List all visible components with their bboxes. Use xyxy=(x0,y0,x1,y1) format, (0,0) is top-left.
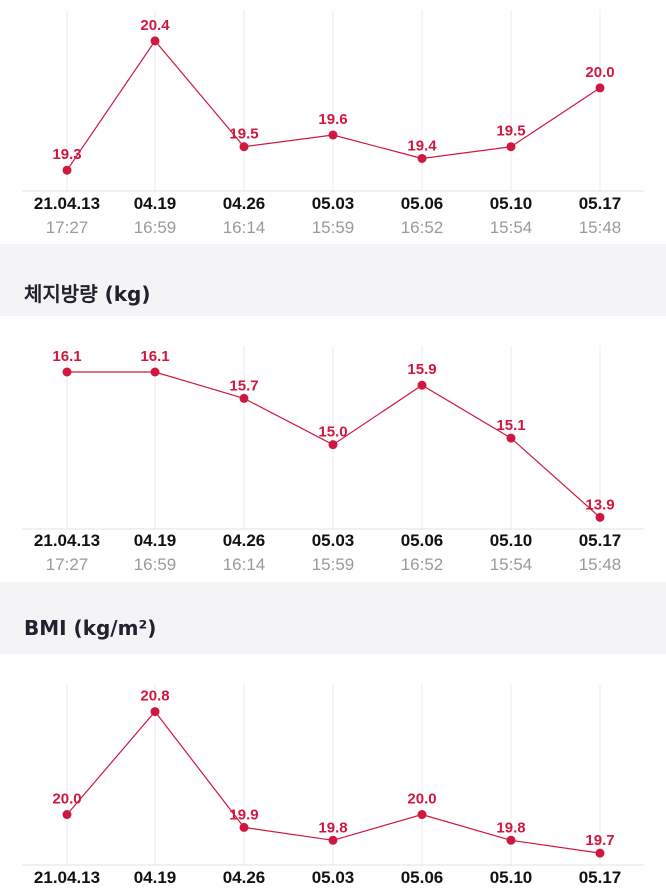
x-tick-label: 05.17 xyxy=(579,868,622,887)
x-tick-label: 05.10 xyxy=(490,194,533,213)
x-tick-time: 15:59 xyxy=(312,555,355,574)
x-tick-time: 16:59 xyxy=(134,218,177,237)
x-tick-time: 15:48 xyxy=(579,218,622,237)
data-point xyxy=(62,810,72,820)
x-tick-label: 05.06 xyxy=(401,194,444,213)
data-label: 19.8 xyxy=(318,819,347,836)
data-label: 19.9 xyxy=(229,806,258,823)
data-label: 15.1 xyxy=(496,417,525,434)
data-point xyxy=(62,165,72,175)
body-fat-section-header: 체지방량 (kg) xyxy=(0,244,666,316)
chart-svg: 16.1 16.1 15.7 15.0 15.9 15.1 13.9 21.04.13 04.1… xyxy=(22,346,644,574)
x-tick-time: 15:59 xyxy=(312,218,355,237)
data-label: 19.4 xyxy=(407,137,437,154)
x-tick-time: 16:59 xyxy=(134,555,177,574)
data-label: 15.0 xyxy=(318,424,347,441)
section-title: 체지방량 (kg) xyxy=(24,282,151,306)
data-point xyxy=(506,142,516,152)
data-point xyxy=(328,130,338,140)
data-point xyxy=(328,440,338,450)
x-tick-label: 04.19 xyxy=(134,531,177,550)
data-point xyxy=(150,707,160,717)
x-tick-time: 15:48 xyxy=(579,555,622,574)
data-label: 19.8 xyxy=(496,819,525,836)
x-tick-label: 21.04.13 xyxy=(34,194,100,213)
x-tick-time: 16:52 xyxy=(401,218,444,237)
x-tick-label: 05.10 xyxy=(490,868,533,887)
x-tick-label: 05.03 xyxy=(312,531,355,550)
x-tick-label: 04.26 xyxy=(223,868,266,887)
x-tick-time: 16:14 xyxy=(223,218,266,237)
data-label: 20.0 xyxy=(585,64,614,81)
data-point xyxy=(239,393,249,403)
x-tick-label: 05.03 xyxy=(312,868,355,887)
x-tick-time: 16:14 xyxy=(223,555,266,574)
data-label: 19.5 xyxy=(229,126,258,143)
data-point xyxy=(417,380,427,390)
x-tick-time: 15:54 xyxy=(490,555,533,574)
body-fat-chart: 16.1 16.1 15.7 15.0 15.9 15.1 13.9 21.04.13 04.1… xyxy=(0,316,666,582)
x-tick-time: 15:54 xyxy=(490,218,533,237)
x-tick-time: 16:52 xyxy=(401,555,444,574)
x-tick-label: 21.04.13 xyxy=(34,531,100,550)
data-point xyxy=(595,83,605,93)
data-label: 16.1 xyxy=(52,348,81,365)
bmi-section-header: BMI (kg/m²) xyxy=(0,582,666,654)
bmi-chart: 20.0 20.8 19.9 19.8 20.0 19.8 19.7 21.04.13 04.1… xyxy=(0,654,666,888)
data-label: 19.6 xyxy=(318,111,347,128)
x-tick-label: 05.17 xyxy=(579,194,622,213)
data-point xyxy=(417,810,427,820)
data-label: 20.4 xyxy=(140,17,170,34)
data-point xyxy=(150,367,160,377)
x-tick-label: 04.26 xyxy=(223,531,266,550)
data-label: 19.3 xyxy=(52,146,81,163)
data-point xyxy=(328,835,338,845)
data-point xyxy=(417,153,427,163)
x-tick-label: 05.06 xyxy=(401,531,444,550)
x-tick-label: 05.17 xyxy=(579,531,622,550)
x-tick-label: 05.06 xyxy=(401,868,444,887)
data-point xyxy=(595,848,605,858)
x-tick-label: 04.26 xyxy=(223,194,266,213)
x-tick-label: 21.04.13 xyxy=(34,868,100,887)
chart-svg: 19.3 20.4 19.5 19.6 19.4 19.5 20.0 21.04.13 04.1… xyxy=(22,10,644,237)
x-tick-label: 05.03 xyxy=(312,194,355,213)
data-point xyxy=(506,433,516,443)
data-label: 16.1 xyxy=(140,348,169,365)
x-tick-label: 05.10 xyxy=(490,531,533,550)
data-point xyxy=(239,822,249,832)
data-point xyxy=(150,36,160,46)
data-point xyxy=(62,367,72,377)
data-label: 20.0 xyxy=(52,791,81,808)
x-tick-label: 04.19 xyxy=(134,868,177,887)
x-tick-time: 17:27 xyxy=(46,555,89,574)
x-tick-time: 17:27 xyxy=(46,218,89,237)
data-label: 20.8 xyxy=(140,688,169,705)
data-point xyxy=(595,512,605,522)
data-label: 15.9 xyxy=(407,361,436,378)
chart-svg: 20.0 20.8 19.9 19.8 20.0 19.8 19.7 21.04.13 04.1… xyxy=(22,684,644,887)
data-label: 20.0 xyxy=(407,791,436,808)
data-label: 19.7 xyxy=(585,832,614,849)
section-title: BMI (kg/m²) xyxy=(24,616,157,640)
data-label: 13.9 xyxy=(585,496,614,513)
body-weight-chart: 19.3 20.4 19.5 19.6 19.4 19.5 20.0 21.04.13 04.1… xyxy=(0,0,666,244)
data-label: 19.5 xyxy=(496,123,525,140)
x-tick-label: 04.19 xyxy=(134,194,177,213)
data-label: 15.7 xyxy=(229,377,258,394)
data-point xyxy=(239,142,249,152)
data-point xyxy=(506,835,516,845)
